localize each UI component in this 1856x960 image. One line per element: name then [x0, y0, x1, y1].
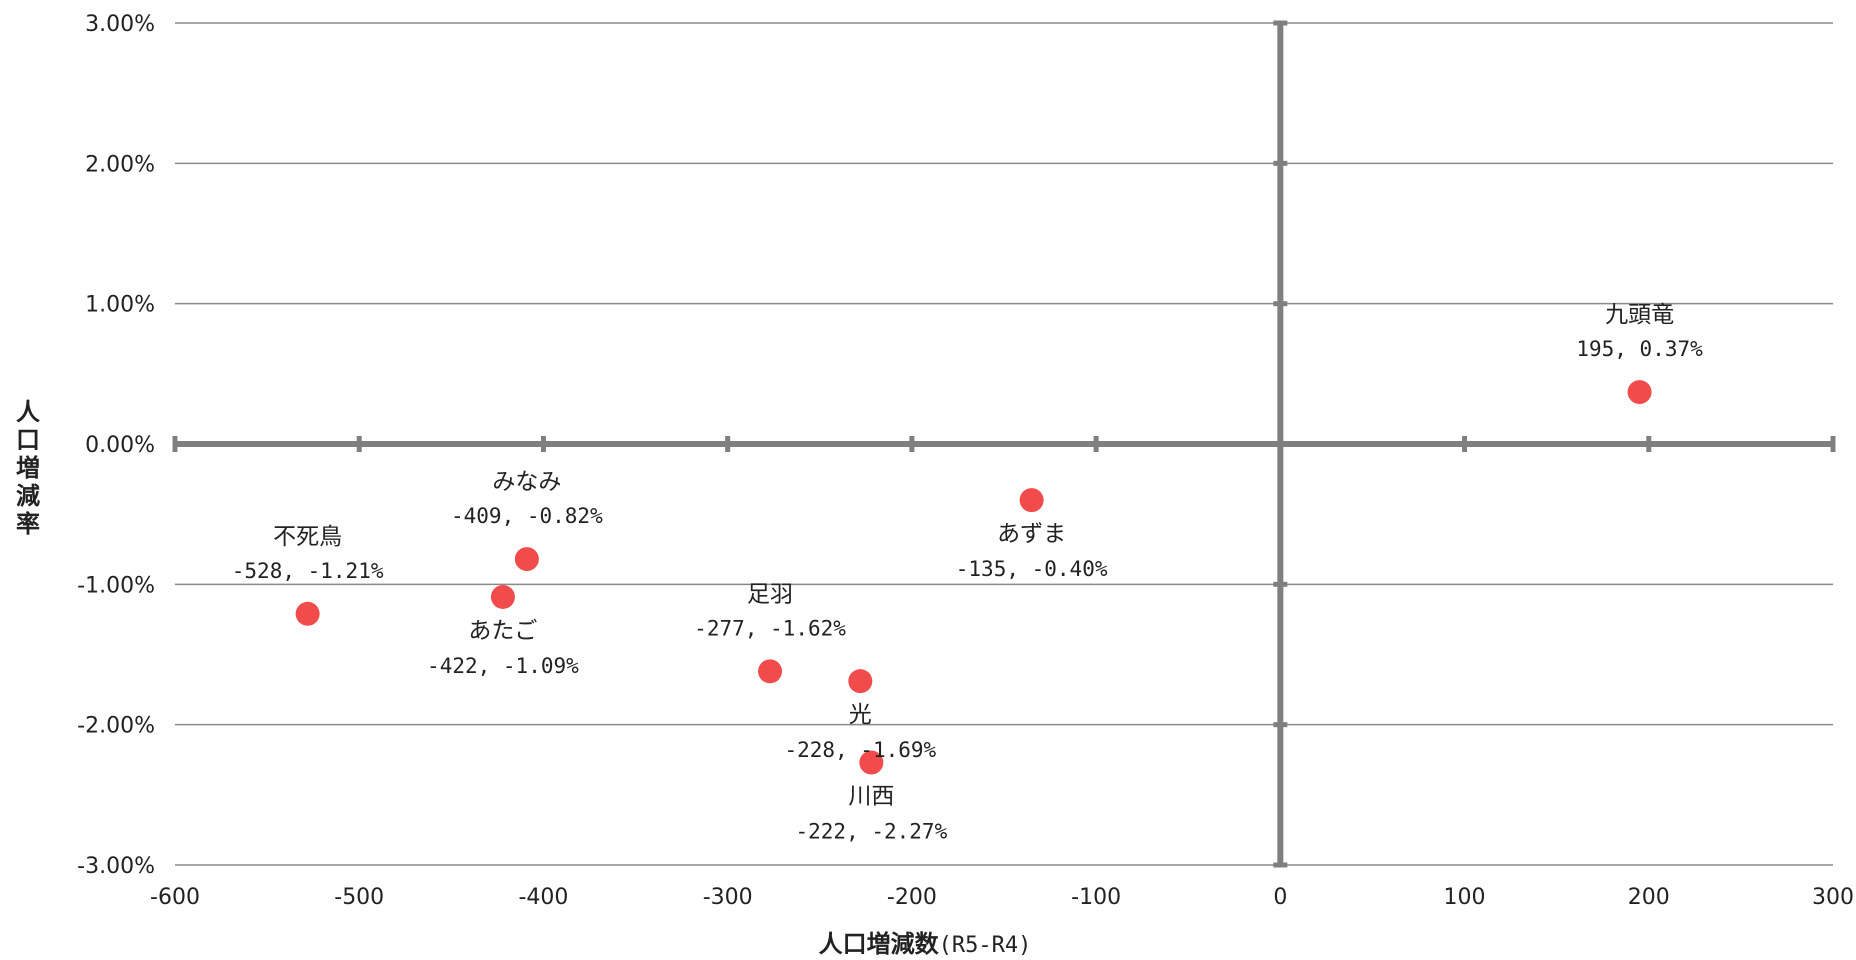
y-tick-label: -3.00%	[77, 854, 155, 879]
y-axis-title-char: 率	[16, 510, 40, 538]
point-value-label: -422, -1.09%	[427, 654, 579, 678]
x-tick-label: -200	[887, 885, 937, 910]
y-tick-label: 2.00%	[85, 152, 155, 177]
y-axis-title-char: 減	[16, 482, 40, 510]
y-tick-labels: 3.00% 2.00% 1.00% 0.00% -1.00% -2.00% -3.00%	[77, 12, 155, 879]
y-axis-title-char: 人	[16, 398, 40, 426]
point-value-label: -409, -0.82%	[451, 504, 603, 528]
axes	[172, 20, 1836, 868]
point-name-label: 川西	[848, 784, 894, 810]
point-name-label: みなみ	[492, 469, 561, 495]
x-tick-label: -300	[703, 885, 753, 910]
point-value-label: 195, 0.37%	[1576, 337, 1703, 361]
x-tick-label: -100	[1071, 885, 1121, 910]
point-value-label: -528, -1.21%	[232, 559, 384, 583]
point-name-label: あずま	[997, 521, 1066, 547]
point-value-label: -135, -0.40%	[956, 557, 1108, 581]
point-value-label: -277, -1.62%	[694, 616, 846, 640]
point-name-label: 不死鳥	[273, 524, 342, 550]
x-tick-label: 200	[1628, 885, 1670, 910]
y-axis-title-char: 口	[16, 426, 40, 454]
point-name-label: あたご	[468, 618, 537, 644]
y-tick-label: 1.00%	[85, 293, 155, 318]
point-name-label: 九頭竜	[1605, 302, 1674, 328]
x-tick-labels: -600 -500 -400 -300 -200 -100 0 100 200 300	[150, 885, 1854, 910]
y-axis-title-char: 増	[16, 454, 40, 482]
x-tick-label: -400	[518, 885, 568, 910]
x-tick-label: 300	[1812, 885, 1854, 910]
data-labels: 不死鳥 -528, -1.21% みなみ -409, -0.82% あたご -422, -…	[232, 302, 1703, 843]
x-axis-title-sub: (R5-R4)	[939, 933, 1032, 958]
data-point	[758, 659, 783, 684]
x-tick-label: -500	[334, 885, 384, 910]
y-axis-title: 人口増減率	[16, 398, 40, 538]
data-point	[848, 669, 873, 694]
point-value-label: -228, -1.69%	[784, 738, 936, 762]
data-points	[295, 380, 1652, 775]
point-name-label: 足羽	[747, 581, 793, 607]
x-tick-label: 0	[1273, 885, 1287, 910]
x-tick-label: -600	[150, 885, 200, 910]
data-point	[1627, 380, 1652, 405]
y-tick-label: 0.00%	[85, 433, 155, 458]
point-value-label: -222, -2.27%	[796, 820, 948, 844]
y-tick-label: 3.00%	[85, 12, 155, 37]
data-point	[859, 750, 884, 775]
y-tick-label: -2.00%	[77, 714, 155, 739]
data-point	[1019, 488, 1044, 513]
y-tick-label: -1.00%	[77, 573, 155, 598]
data-point	[490, 584, 515, 609]
point-name-label: 光	[849, 702, 872, 728]
gridlines	[175, 22, 1833, 866]
x-axis-title: 人口増減数(R5-R4)	[819, 930, 1032, 958]
x-tick-label: 100	[1444, 885, 1486, 910]
data-point	[295, 601, 320, 626]
x-axis-title-main: 人口増減数	[819, 930, 940, 958]
data-point	[514, 547, 539, 572]
